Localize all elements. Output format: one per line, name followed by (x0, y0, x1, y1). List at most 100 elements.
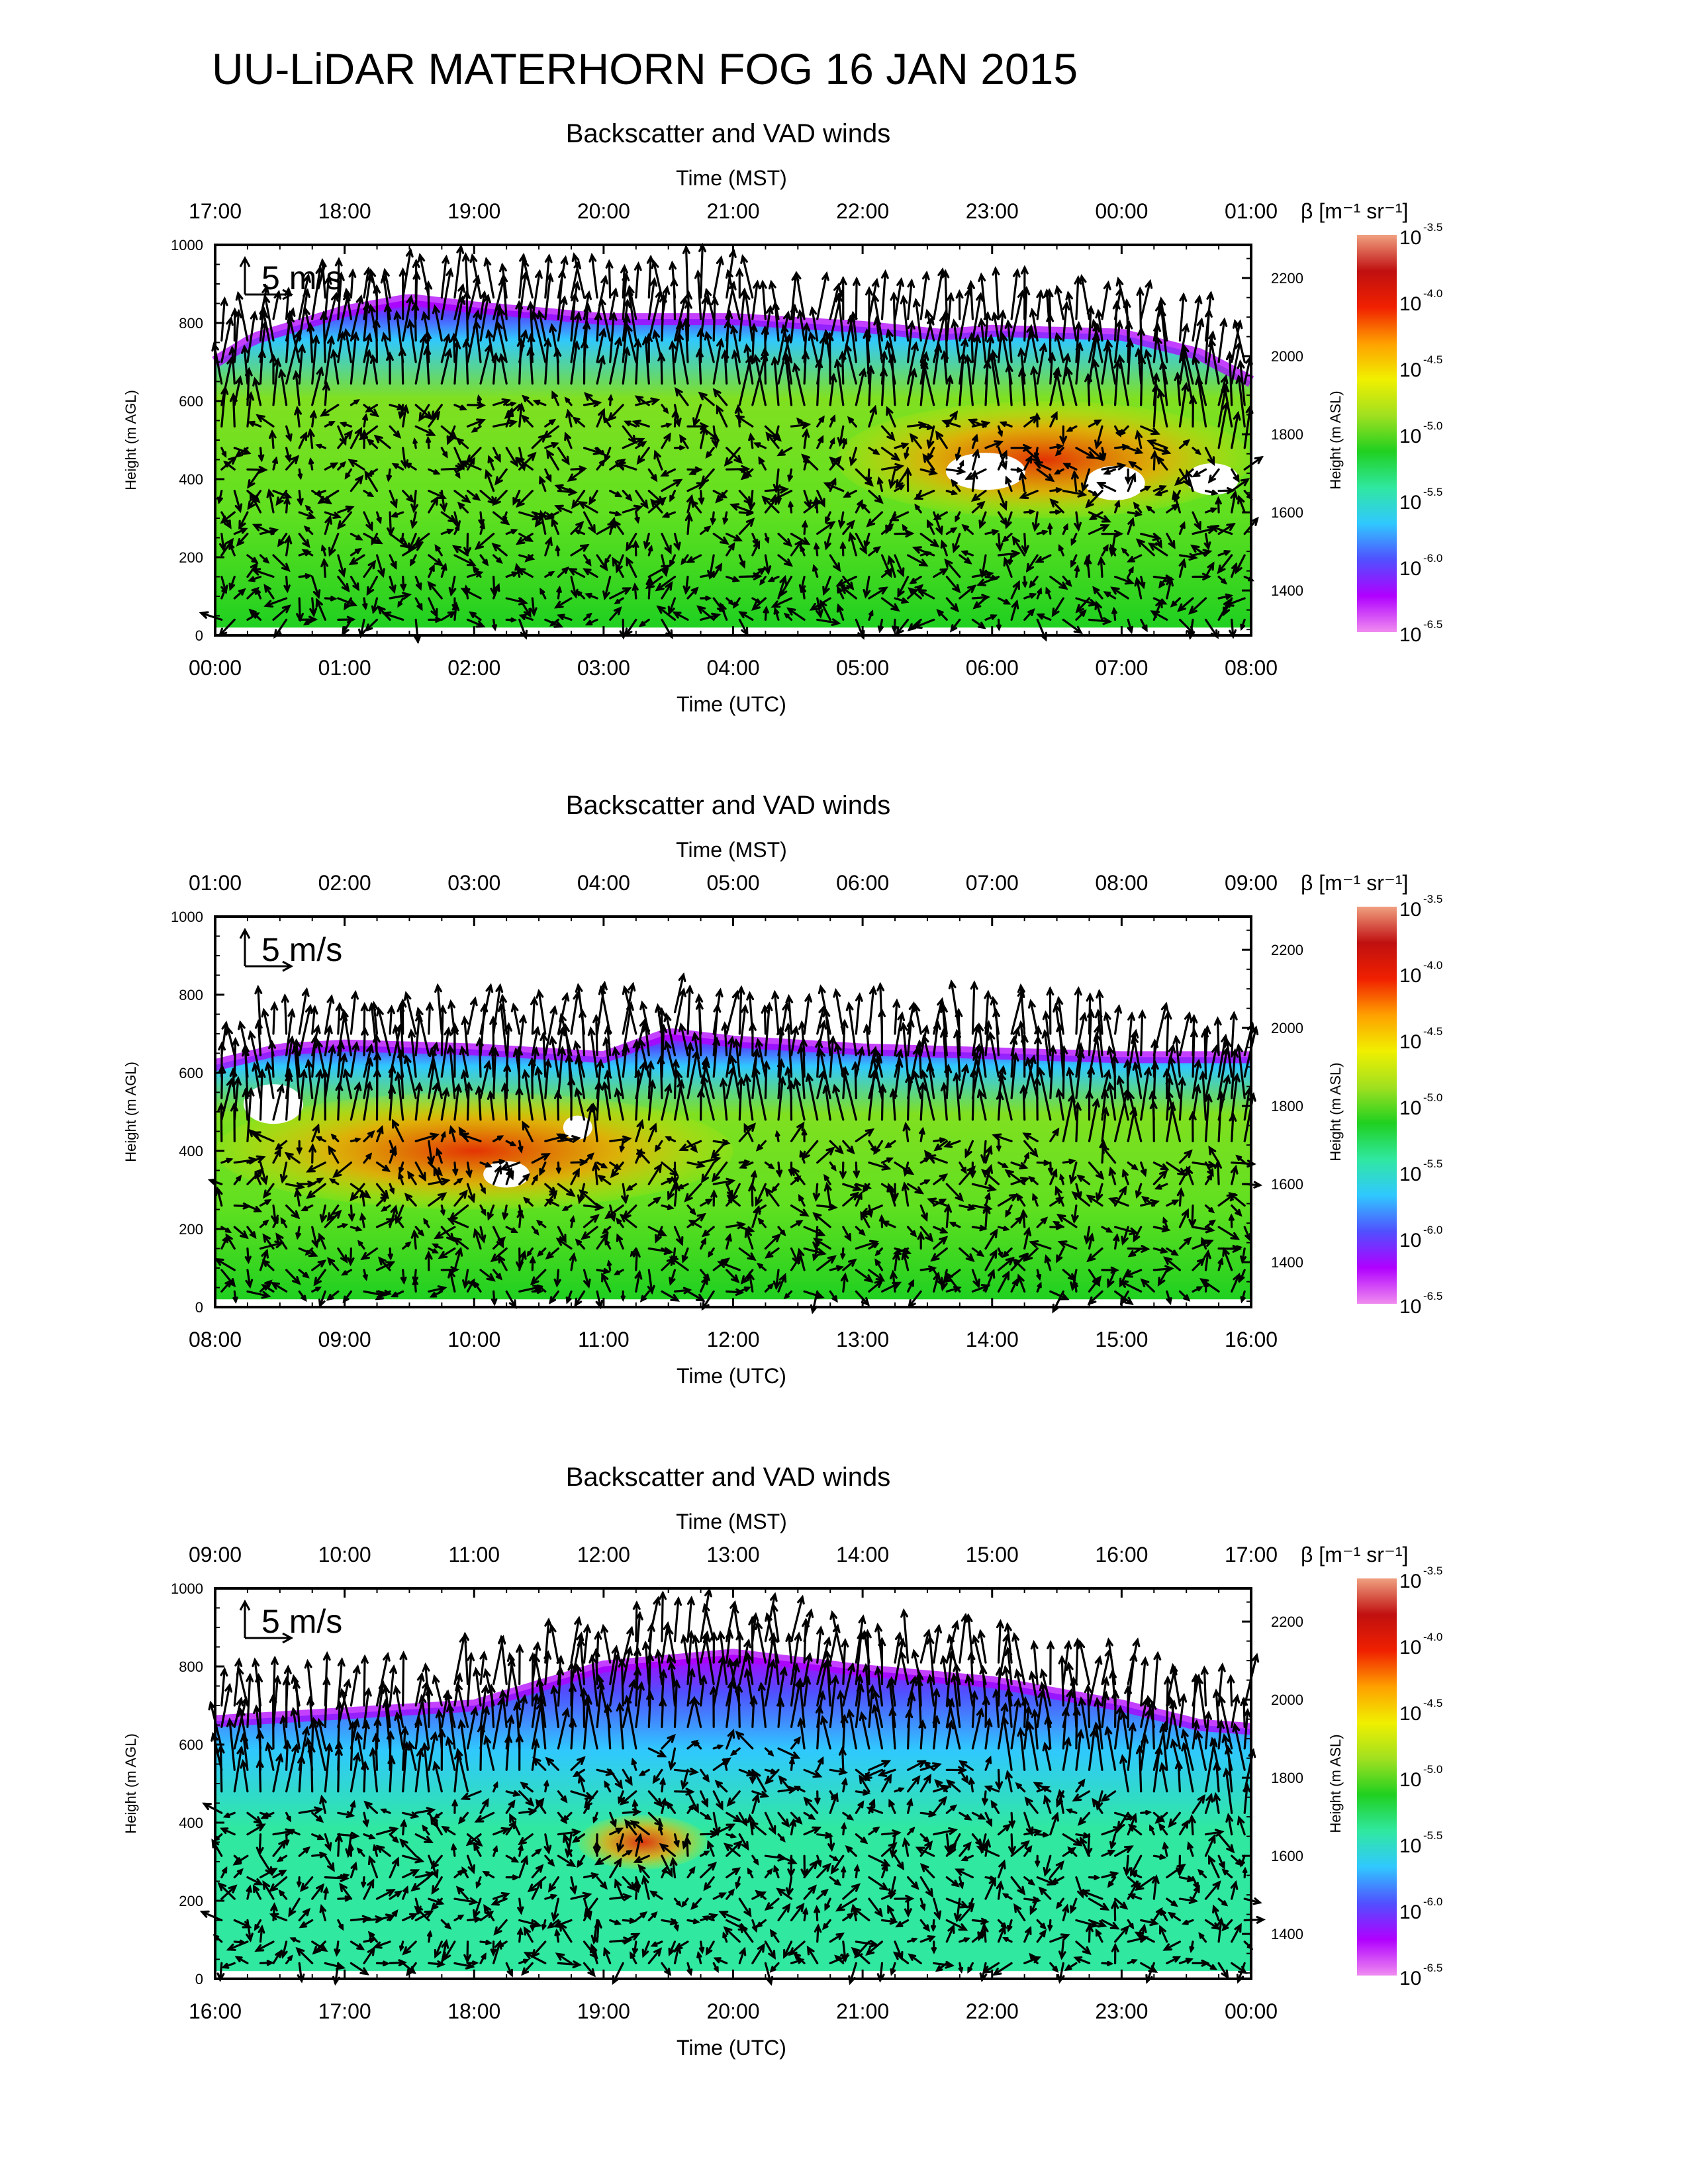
wind-arrow-head (252, 1884, 259, 1893)
wind-arrow-head (575, 590, 583, 596)
wind-arrow-head (744, 1228, 753, 1238)
wind-arrow-head (376, 517, 382, 525)
wind-arrow-head (429, 1047, 437, 1058)
wind-arrow-head (1051, 608, 1060, 617)
wind-arrow (1010, 600, 1018, 621)
wind-arrow (1020, 368, 1026, 406)
wind-arrow-head (583, 1278, 591, 1289)
wind-arrow-head (1074, 522, 1082, 532)
wind-arrow (392, 1120, 404, 1142)
wind-arrow (1124, 1269, 1143, 1277)
wind-arrow-head (452, 1236, 462, 1246)
wind-arrow-head (1032, 1193, 1038, 1201)
wind-arrow (220, 1684, 231, 1728)
wind-arrow-head (725, 1233, 732, 1242)
wind-arrow (1178, 324, 1188, 363)
wind-arrow-head (339, 435, 347, 446)
wind-arrow (440, 425, 457, 440)
wind-arrow (350, 1082, 361, 1121)
wind-arrow-head (1168, 1101, 1176, 1111)
wind-arrow (927, 1155, 948, 1164)
wind-arrow (1243, 456, 1263, 471)
wind-arrow-head (603, 1268, 611, 1275)
wind-arrow (1000, 1073, 1013, 1121)
wind-arrow-head (258, 465, 268, 474)
wind-arrow (518, 272, 527, 320)
wind-arrow-head (1103, 1068, 1111, 1079)
wind-arrow-head (441, 1130, 446, 1138)
wind-arrow-head (455, 437, 464, 445)
wind-arrow-head (342, 1223, 349, 1228)
wind-arrow-head (549, 1189, 558, 1200)
wind-arrow-head (301, 1295, 307, 1302)
wind-arrow-head (232, 1858, 242, 1866)
wind-arrow-head (1100, 1144, 1109, 1154)
wind-arrow-head (869, 404, 878, 415)
wind-arrow-head (1109, 547, 1117, 557)
wind-arrow-head (377, 1256, 387, 1265)
wind-arrow-head (491, 1298, 498, 1306)
wind-arrow-head (704, 525, 712, 532)
wind-arrow (1017, 1275, 1026, 1293)
wind-arrow (233, 1854, 249, 1866)
wind-arrow-head (729, 1054, 737, 1065)
wind-arrow (1231, 341, 1241, 385)
wind-arrow-head (912, 546, 922, 554)
wind-arrow (237, 292, 249, 342)
wind-arrow-head (753, 353, 761, 364)
wind-arrow-head (364, 348, 373, 359)
wind-arrow (1127, 1013, 1133, 1057)
wind-arrow (673, 974, 685, 1014)
wind-arrow-head (483, 256, 492, 267)
wind-arrow-head (252, 1062, 259, 1072)
wind-arrow (635, 263, 640, 299)
wind-arrow (450, 575, 456, 596)
wind-arrow (865, 1024, 870, 1057)
wind-arrow (555, 484, 573, 492)
wind-arrow-head (355, 1226, 363, 1232)
wind-arrow-head (325, 1024, 333, 1034)
wind-arrow-head (250, 562, 258, 572)
wind-arrow (661, 554, 667, 576)
wind-arrow (1243, 405, 1252, 449)
wind-arrow-head (569, 1215, 575, 1222)
right-axis-label: Height (m ASL) (1327, 390, 1344, 489)
wind-arrow-head (1033, 1076, 1041, 1086)
wind-arrow (849, 533, 857, 557)
wind-arrow-head (705, 596, 712, 601)
wind-arrow (1101, 464, 1125, 471)
wind-arrow (698, 349, 702, 385)
wind-arrow-head (651, 259, 659, 269)
wind-arrow (1119, 1280, 1143, 1293)
wind-arrow (696, 271, 702, 320)
wind-arrow-head (1233, 1272, 1241, 1283)
wind-arrow-head (788, 500, 794, 508)
wind-arrow-head (976, 1088, 985, 1099)
wind-arrow-head (1134, 510, 1143, 517)
wind-arrow-head (362, 413, 369, 421)
wind-arrow-head (214, 1186, 223, 1197)
wind-arrow-head (354, 1137, 361, 1143)
wind-arrow (673, 611, 689, 621)
wind-arrow (738, 986, 743, 1035)
wind-arrow-head (933, 513, 942, 520)
wind-arrow-head (763, 606, 769, 614)
wind-arrow-head (1154, 335, 1162, 345)
wind-arrow (794, 363, 806, 406)
wind-arrow (1098, 990, 1103, 1035)
wind-arrow (790, 1122, 805, 1142)
wind-arrow-head (1183, 1294, 1191, 1302)
wind-arrow-head (348, 1213, 355, 1222)
wind-arrow-head (667, 1204, 675, 1210)
wind-arrow-head (261, 1248, 269, 1259)
wind-arrow (1152, 1267, 1173, 1271)
wind-arrow (440, 511, 457, 523)
wind-arrow-head (518, 614, 527, 620)
wind-arrow-head (344, 430, 353, 439)
wind-arrow-head (549, 418, 557, 426)
wind-arrow (298, 511, 315, 519)
wind-arrow-head (1102, 617, 1113, 625)
wind-arrow (894, 1050, 902, 1078)
wind-arrow (557, 993, 569, 1035)
wind-arrow (321, 259, 326, 299)
